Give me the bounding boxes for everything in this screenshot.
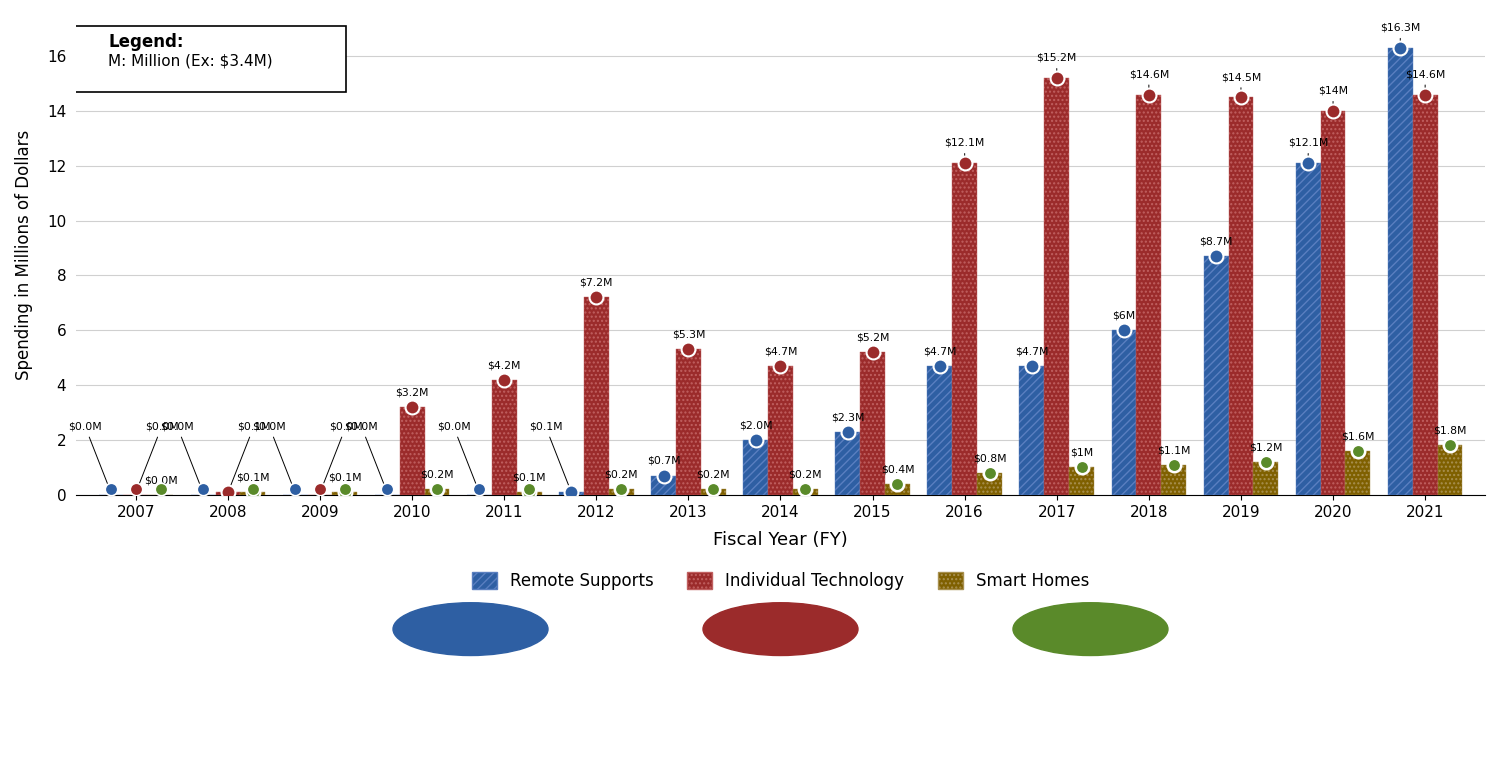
Text: $14.6M: $14.6M: [1406, 69, 1446, 92]
Text: $5.2M: $5.2M: [856, 333, 889, 350]
Circle shape: [1013, 603, 1168, 655]
Bar: [676, 350, 700, 495]
Bar: [1320, 111, 1346, 495]
Text: M: Million (Ex: $3.4M): M: Million (Ex: $3.4M): [108, 53, 273, 69]
Bar: [1437, 445, 1462, 495]
Legend: Remote Supports, Individual Technology, Smart Homes: Remote Supports, Individual Technology, …: [465, 565, 1096, 597]
Text: $0.2M: $0.2M: [604, 470, 638, 487]
Text: $14.6M: $14.6M: [1128, 69, 1168, 92]
Text: $0.0M: $0.0M: [436, 422, 478, 490]
Bar: [1413, 95, 1437, 495]
Text: $0.0M: $0.0M: [69, 422, 110, 490]
Bar: [1346, 451, 1371, 495]
Bar: [885, 484, 910, 495]
Bar: [742, 440, 768, 495]
Text: $6M: $6M: [1113, 310, 1136, 327]
Bar: [240, 492, 266, 495]
Text: $0.0M: $0.0M: [160, 422, 202, 490]
Bar: [1020, 366, 1044, 495]
Text: $1.8M: $1.8M: [1434, 426, 1467, 443]
Bar: [516, 492, 542, 495]
Text: $4.7M: $4.7M: [1016, 346, 1048, 363]
Bar: [1112, 330, 1137, 495]
Text: $0.0M: $0.0M: [136, 422, 178, 490]
Text: $0.7M: $0.7M: [646, 456, 681, 473]
Text: $0.0M: $0.0M: [321, 422, 363, 490]
Bar: [1228, 97, 1254, 495]
Text: $0.2M: $0.2M: [420, 470, 454, 487]
Bar: [768, 366, 794, 495]
Bar: [952, 163, 976, 495]
Bar: [651, 476, 676, 495]
Bar: [1254, 462, 1278, 495]
Text: $4.2M: $4.2M: [488, 360, 520, 377]
Text: $0.1M: $0.1M: [513, 473, 546, 489]
Bar: [859, 352, 885, 495]
Text: $16.3M: $16.3M: [1380, 23, 1420, 45]
Bar: [794, 489, 818, 495]
Bar: [1161, 464, 1186, 495]
Text: $4.7M: $4.7M: [764, 346, 796, 363]
Y-axis label: Spending in Millions of Dollars: Spending in Millions of Dollars: [15, 130, 33, 380]
Text: Legend:: Legend:: [108, 33, 183, 51]
FancyBboxPatch shape: [69, 26, 346, 92]
Bar: [560, 492, 584, 495]
Bar: [584, 297, 609, 495]
Text: $1.2M: $1.2M: [1250, 442, 1282, 459]
Text: $1.6M: $1.6M: [1341, 431, 1374, 448]
Bar: [1388, 48, 1413, 495]
Text: $0.8M: $0.8M: [972, 454, 1006, 470]
Bar: [976, 473, 1002, 495]
X-axis label: Fiscal Year (FY): Fiscal Year (FY): [712, 531, 848, 548]
Text: $8.7M: $8.7M: [1200, 236, 1233, 253]
Bar: [1296, 163, 1320, 495]
Text: $1.1M: $1.1M: [1156, 445, 1191, 462]
Text: $0.2M: $0.2M: [789, 470, 822, 487]
Circle shape: [393, 603, 548, 655]
Text: $2.3M: $2.3M: [831, 412, 864, 429]
Bar: [424, 489, 450, 495]
Circle shape: [704, 603, 858, 655]
Text: $0.0M: $0.0M: [144, 475, 177, 492]
Text: $5.3M: $5.3M: [672, 330, 705, 346]
Text: $0.1M: $0.1M: [236, 473, 270, 489]
Bar: [836, 432, 860, 495]
Text: $4.7M: $4.7M: [922, 346, 957, 363]
Bar: [399, 407, 424, 495]
Text: $0.1M: $0.1M: [230, 422, 270, 490]
Bar: [216, 492, 240, 495]
Text: $2.0M: $2.0M: [740, 420, 772, 437]
Text: $15.2M: $15.2M: [1036, 53, 1077, 75]
Bar: [1044, 78, 1070, 495]
Text: $14M: $14M: [1318, 86, 1348, 108]
Bar: [1070, 467, 1094, 495]
Text: $0.1M: $0.1M: [530, 422, 570, 490]
Bar: [333, 492, 357, 495]
Text: $0.0M: $0.0M: [252, 422, 294, 490]
Bar: [927, 366, 952, 495]
Text: $7.2M: $7.2M: [579, 278, 614, 295]
Bar: [1137, 95, 1161, 495]
Text: $12.1M: $12.1M: [945, 138, 986, 160]
Text: $0.0M: $0.0M: [345, 422, 386, 490]
Bar: [700, 489, 726, 495]
Text: $0.2M: $0.2M: [696, 470, 730, 487]
Text: $3.2M: $3.2M: [396, 387, 429, 404]
Text: $0.4M: $0.4M: [880, 464, 915, 481]
Text: $1M: $1M: [1070, 448, 1094, 464]
Bar: [1203, 256, 1228, 495]
Text: $14.5M: $14.5M: [1221, 72, 1262, 95]
Text: $12.1M: $12.1M: [1288, 138, 1329, 160]
Text: $0.1M: $0.1M: [328, 473, 362, 489]
Bar: [609, 489, 633, 495]
Bar: [492, 380, 516, 495]
